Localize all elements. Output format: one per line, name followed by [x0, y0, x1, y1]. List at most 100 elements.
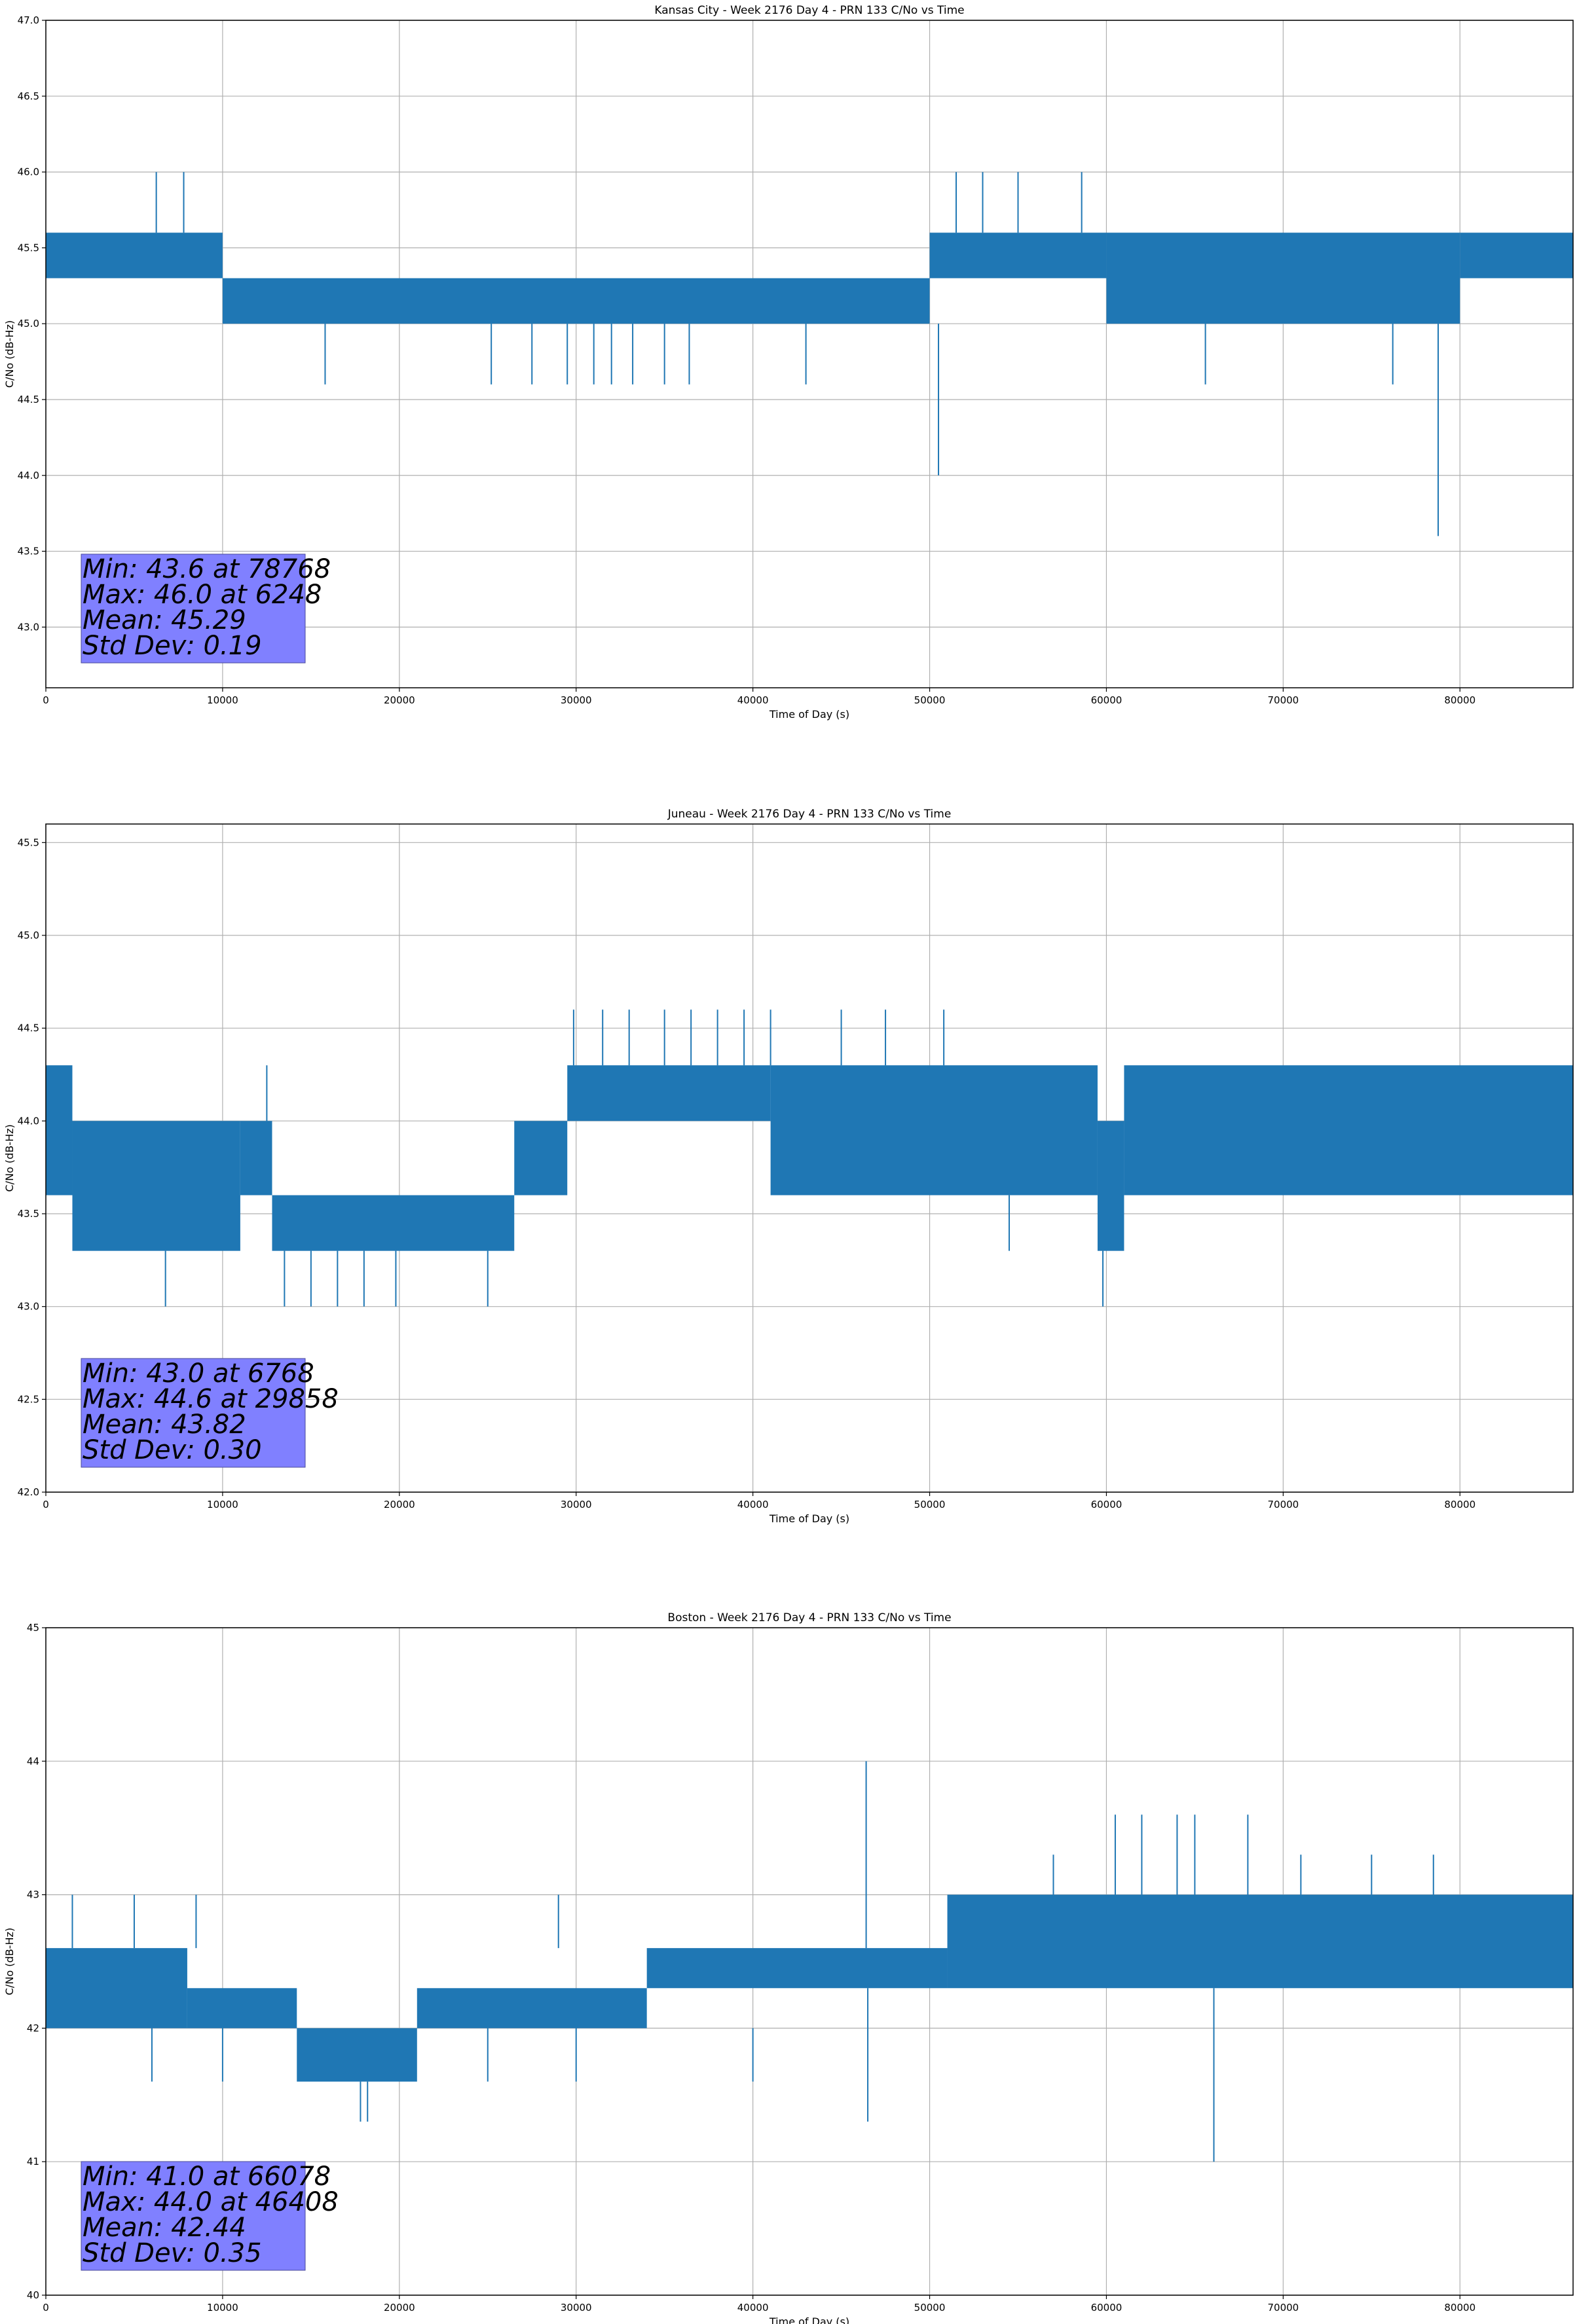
data-band: [646, 1948, 948, 1989]
x-tick-label: 80000: [1444, 694, 1475, 706]
y-tick-label: 43.0: [18, 621, 39, 633]
stats-line: Std Dev: 0.19: [83, 631, 262, 661]
stats-line: Std Dev: 0.35: [83, 2238, 262, 2268]
x-tick-label: 40000: [737, 694, 769, 706]
stats-line: Mean: 42.44: [83, 2213, 246, 2243]
stats-line: Min: 43.0 at 6768: [83, 1359, 314, 1389]
stats-line: Max: 44.0 at 46408: [83, 2187, 339, 2217]
data-band: [1460, 233, 1573, 278]
y-tick-label: 44.5: [18, 1022, 39, 1034]
x-tick-label: 20000: [384, 694, 415, 706]
chart-title: Kansas City - Week 2176 Day 4 - PRN 133 …: [654, 4, 964, 17]
y-tick-label: 47.0: [18, 14, 39, 26]
data-band: [187, 1988, 297, 2029]
y-tick-label: 44.0: [18, 1115, 39, 1127]
data-band: [46, 233, 223, 278]
stats-line: Min: 41.0 at 66078: [83, 2162, 331, 2192]
data-band: [240, 1121, 272, 1195]
x-tick-label: 50000: [914, 694, 946, 706]
x-tick-label: 0: [43, 694, 49, 706]
data-band: [1124, 1065, 1573, 1195]
axes-frame: [45, 1627, 1574, 2296]
y-axis-label: C/No (dB-Hz): [3, 1124, 16, 1191]
stats-line: Min: 43.6 at 78768: [83, 554, 331, 584]
data-band: [272, 1195, 515, 1251]
y-tick-label: 45.5: [18, 836, 39, 848]
x-axis-label: Time of Day (s): [769, 1512, 849, 1525]
data-band: [929, 233, 1107, 278]
y-tick-label: 43.5: [18, 1208, 39, 1220]
stats-line: Max: 46.0 at 6248: [83, 580, 322, 610]
y-tick-label: 43: [27, 1889, 39, 1901]
x-tick-label: 30000: [561, 694, 592, 706]
y-tick-label: 46.5: [18, 90, 39, 102]
y-axis-label: C/No (dB-Hz): [3, 320, 16, 388]
x-tick-label: 60000: [1091, 1499, 1122, 1510]
y-tick-label: 45.0: [18, 929, 39, 941]
chart-panel-1: 0 10000 20000 30000 40000 50000 60000 70000 8000…: [3, 4, 1574, 721]
y-tick-label: 45.5: [18, 242, 39, 253]
x-tick-label: 60000: [1091, 694, 1122, 706]
x-tick-label: 0: [43, 1499, 49, 1510]
y-tick-label: 44.0: [18, 470, 39, 481]
x-tick-label: 70000: [1267, 694, 1299, 706]
data-band: [770, 1065, 1098, 1195]
x-tick-label: 20000: [384, 1499, 415, 1510]
data-band: [514, 1121, 568, 1195]
stats-box: [81, 1358, 306, 1468]
x-tick-label: 30000: [561, 2302, 592, 2314]
x-tick-label: 70000: [1267, 2302, 1299, 2314]
x-tick-label: 30000: [561, 1499, 592, 1510]
x-tick-label: 50000: [914, 2302, 946, 2314]
data-band: [947, 1894, 1573, 1989]
y-tick-label: 42.0: [18, 1486, 39, 1498]
y-tick-label: 45: [27, 1622, 39, 1634]
x-tick-label: 40000: [737, 2302, 769, 2314]
data-band: [1106, 233, 1460, 324]
data-band: [417, 1988, 647, 2029]
y-tick-label: 44.5: [18, 394, 39, 405]
x-tick-label: 60000: [1091, 2302, 1122, 2314]
x-tick-label: 10000: [207, 694, 238, 706]
y-tick-label: 43.5: [18, 546, 39, 557]
data-band: [567, 1065, 771, 1121]
x-tick-label: 0: [43, 2302, 49, 2314]
x-tick-label: 50000: [914, 1499, 946, 1510]
axes-frame: [45, 20, 1574, 688]
chart-title: Boston - Week 2176 Day 4 - PRN 133 C/No …: [667, 1611, 951, 1624]
stats-line: Max: 44.6 at 29858: [83, 1384, 339, 1414]
x-tick-label: 40000: [737, 1499, 769, 1510]
y-tick-label: 44: [27, 1755, 39, 1767]
chart-panel-3: 0 10000 20000 30000 40000 50000 60000 70000 8000…: [3, 1611, 1574, 2324]
x-axis-label: Time of Day (s): [769, 708, 849, 721]
stats-box: [81, 2161, 306, 2271]
y-axis-label: C/No (dB-Hz): [3, 1928, 16, 1995]
x-tick-label: 70000: [1267, 1499, 1299, 1510]
data-band: [297, 2028, 417, 2082]
data-band: [72, 1121, 240, 1251]
chart-title: Juneau - Week 2176 Day 4 - PRN 133 C/No …: [667, 808, 952, 821]
data-band: [222, 278, 930, 324]
y-tick-label: 42.5: [18, 1393, 39, 1405]
stats-box: [81, 553, 306, 664]
x-tick-label: 80000: [1444, 1499, 1475, 1510]
x-axis-label: Time of Day (s): [769, 2315, 849, 2324]
y-tick-label: 42: [27, 2022, 39, 2034]
y-tick-label: 43.0: [18, 1301, 39, 1313]
axes-frame: [45, 823, 1574, 1493]
x-tick-label: 80000: [1444, 2302, 1475, 2314]
chart-panel-2: 0 10000 20000 30000 40000 50000 60000 70000 8000…: [3, 808, 1574, 1525]
stats-line: Std Dev: 0.30: [83, 1435, 262, 1465]
x-tick-label: 10000: [207, 1499, 238, 1510]
y-tick-label: 40: [27, 2289, 39, 2301]
x-tick-label: 10000: [207, 2302, 238, 2314]
data-band: [1097, 1121, 1124, 1251]
data-band: [46, 1065, 73, 1195]
y-tick-label: 45.0: [18, 318, 39, 329]
data-band: [46, 1948, 187, 2029]
x-tick-label: 20000: [384, 2302, 415, 2314]
y-tick-label: 41: [27, 2156, 39, 2167]
stats-line: Mean: 45.29: [83, 605, 246, 635]
stats-line: Mean: 43.82: [83, 1410, 246, 1440]
